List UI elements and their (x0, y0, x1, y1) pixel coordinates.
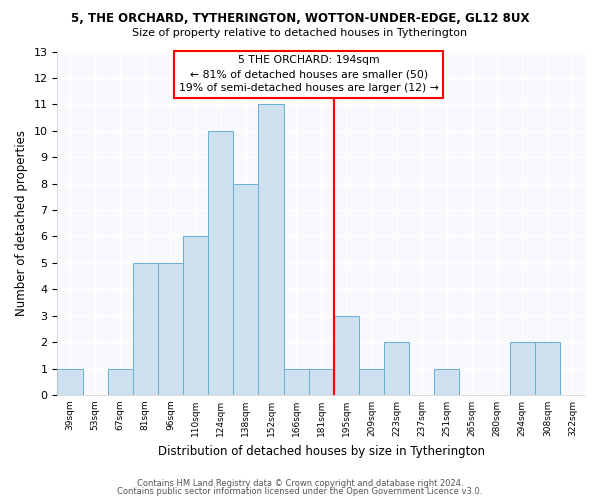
Bar (158, 263, 183, 395)
Text: Size of property relative to detached houses in Tytherington: Size of property relative to detached ho… (133, 28, 467, 38)
Bar (509, 342, 535, 395)
Text: Contains public sector information licensed under the Open Government Licence v3: Contains public sector information licen… (118, 487, 482, 496)
Y-axis label: Number of detached properties: Number of detached properties (15, 130, 28, 316)
Bar (259, 104, 284, 395)
Bar (284, 368, 308, 395)
Bar (359, 368, 384, 395)
Bar (133, 263, 158, 395)
Bar (58, 368, 83, 395)
Text: 5, THE ORCHARD, TYTHERINGTON, WOTTON-UNDER-EDGE, GL12 8UX: 5, THE ORCHARD, TYTHERINGTON, WOTTON-UND… (71, 12, 529, 26)
Text: 5 THE ORCHARD: 194sqm
← 81% of detached houses are smaller (50)
19% of semi-deta: 5 THE ORCHARD: 194sqm ← 81% of detached … (179, 56, 439, 94)
X-axis label: Distribution of detached houses by size in Tytherington: Distribution of detached houses by size … (158, 444, 485, 458)
Bar (183, 236, 208, 395)
Bar (233, 184, 259, 395)
Bar (434, 368, 460, 395)
Bar (107, 368, 133, 395)
Bar (535, 342, 560, 395)
Bar (384, 342, 409, 395)
Bar (308, 368, 334, 395)
Bar (334, 316, 359, 395)
Text: Contains HM Land Registry data © Crown copyright and database right 2024.: Contains HM Land Registry data © Crown c… (137, 478, 463, 488)
Bar (208, 131, 233, 395)
